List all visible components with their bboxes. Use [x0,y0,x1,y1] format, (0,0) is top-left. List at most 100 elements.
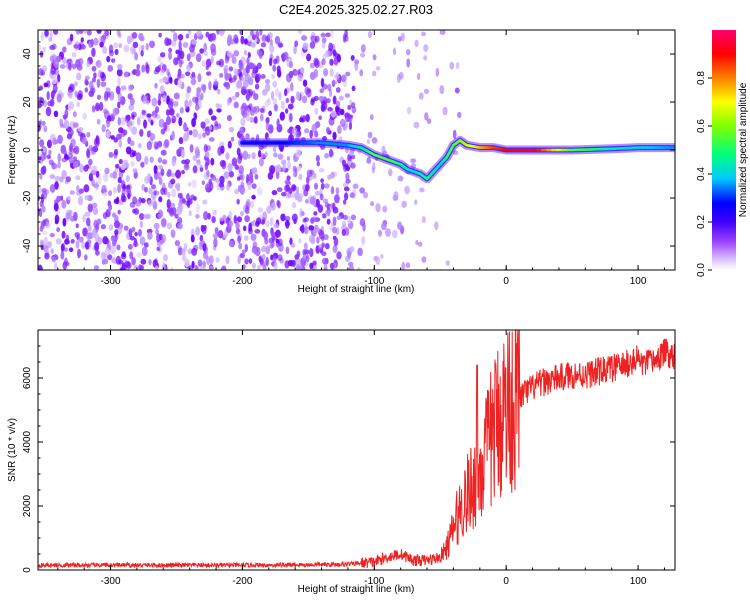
spectrogram-noise-blob [258,157,264,167]
spectrogram-noise-blob [312,172,317,179]
spectrogram-noise-blob [302,79,308,87]
spectrogram-noise-blob [274,88,280,97]
spectrogram-noise-blob [75,240,80,249]
spectrogram-noise-blob [406,58,411,68]
spectrogram-noise-blob [248,222,253,232]
spectrogram-noise-blob [68,157,75,164]
spectrogram-noise-blob [160,168,165,177]
colorbar-tick-label: 0.0 [696,263,707,277]
spectrogram-noise-blob [82,214,86,223]
spectrogram-noise-blob [51,75,58,85]
spectrogram-noise-blob [214,178,220,183]
spectrogram-noise-blob [129,251,134,260]
spectrogram-xlabel: Height of straight line (km) [298,284,415,295]
spectrogram-noise-blob [242,150,249,161]
spectrogram-noise-blob [191,117,197,128]
spectrogram-noise-blob [153,141,159,150]
spectrogram-noise-blob [159,52,166,58]
spectrogram-noise-blob [49,184,56,193]
spectrogram-noise-blob [205,31,210,38]
spectrogram-noise-blob [336,106,342,116]
spectrogram-noise-blob [77,127,84,133]
spectrogram-noise-blob [136,63,141,70]
spectrogram-noise-blob [182,42,189,48]
spectrogram-noise-blob [362,191,369,199]
spectrogram-noise-blob [246,92,250,102]
spectrogram-noise-blob [38,103,42,109]
spectrogram-noise-blob [258,143,264,151]
spectrogram-noise-blob [268,110,273,117]
spectrogram-noise-blob [78,130,83,137]
spectrogram-noise-blob [252,34,256,41]
spectrogram-noise-blob [362,222,366,232]
spectrogram-noise-blob [108,224,114,231]
spectrogram-noise-blob [93,265,100,270]
spectrogram-noise-blob [243,49,248,56]
spectrogram-noise-blob [72,63,77,70]
spectrogram-noise-blob [302,115,307,122]
spectrogram-noise-blob [93,72,97,79]
spectrogram-noise-blob [87,203,93,213]
spectrogram-noise-blob [210,157,215,166]
spectrogram-noise-blob [414,199,418,205]
spectrogram-noise-blob [135,152,142,162]
spectrogram-noise-blob [204,151,210,160]
spectrogram-noise-blob [189,130,193,136]
spectrogram-noise-blob [128,228,133,238]
spectrogram-noise-blob [210,115,217,121]
spectrogram-noise-blob [179,107,184,114]
spectrogram-noise-blob [76,101,81,108]
spectrogram-noise-blob [100,81,107,87]
spectrogram-noise-blob [128,103,135,111]
spectrogram-noise-blob [401,200,407,208]
spectrogram-noise-blob [367,131,373,139]
spectrogram-noise-blob [381,145,386,155]
spectrogram-noise-blob [168,108,175,116]
spectrogram-noise-blob [178,136,184,145]
spectrogram-noise-blob [210,55,214,64]
spectrogram-noise-blob [118,139,123,148]
spectrogram-noise-blob [270,90,275,101]
spectrogram-noise-blob [274,35,281,45]
spectrogram-noise-blob [237,176,241,181]
spectrogram-noise-blob [97,70,103,78]
spectrogram-noise-blob [76,72,82,81]
spectrogram-noise-blob [193,112,197,119]
spectrogram-noise-blob [265,117,270,124]
spectrogram-noise-blob [83,30,87,34]
spectrogram-noise-blob [143,213,149,220]
spectrogram-noise-blob [131,114,135,120]
spectrogram-noise-blob [40,32,45,41]
spectrogram-noise-blob [53,110,59,118]
spectrogram-noise-blob [38,186,42,195]
spectrogram-noise-blob [39,173,43,180]
spectrogram-noise-blob [95,59,102,68]
spectrogram-noise-blob [60,144,67,155]
spectrogram-noise-blob [299,225,304,232]
spectrogram-noise-blob [45,106,52,117]
spectrogram-noise-blob [318,96,325,102]
spectrogram-noise-blob [65,176,71,183]
spectrogram-noise-blob [163,121,168,131]
spectrogram-noise-blob [98,101,104,112]
spectrogram-noise-blob [248,76,254,86]
spectrogram-noise-blob [63,119,70,129]
spectrogram-noise-blob [138,264,144,270]
spectrogram-noise-blob [332,216,337,226]
spectrogram-noise-blob [215,257,220,264]
spectrogram-noise-blob [62,217,67,227]
spectrogram-noise-blob [68,209,73,217]
spectrogram-noise-blob [123,225,129,231]
spectrogram-noise-blob [381,222,387,231]
spectrogram-noise-blob [297,73,303,83]
spectrogram-noise-blob [202,251,209,260]
spectrogram-noise-blob [205,157,210,166]
spectrogram-noise-blob [356,267,361,270]
spectrogram-noise-blob [239,252,245,259]
spectrogram-noise-blob [251,106,258,113]
spectrogram-noise-blob [79,163,84,173]
spectrogram-noise-blob [74,231,81,238]
spectrogram-noise-blob [237,255,241,265]
spectrogram-noise-blob [225,152,230,160]
spectrogram-noise-blob [257,264,261,270]
